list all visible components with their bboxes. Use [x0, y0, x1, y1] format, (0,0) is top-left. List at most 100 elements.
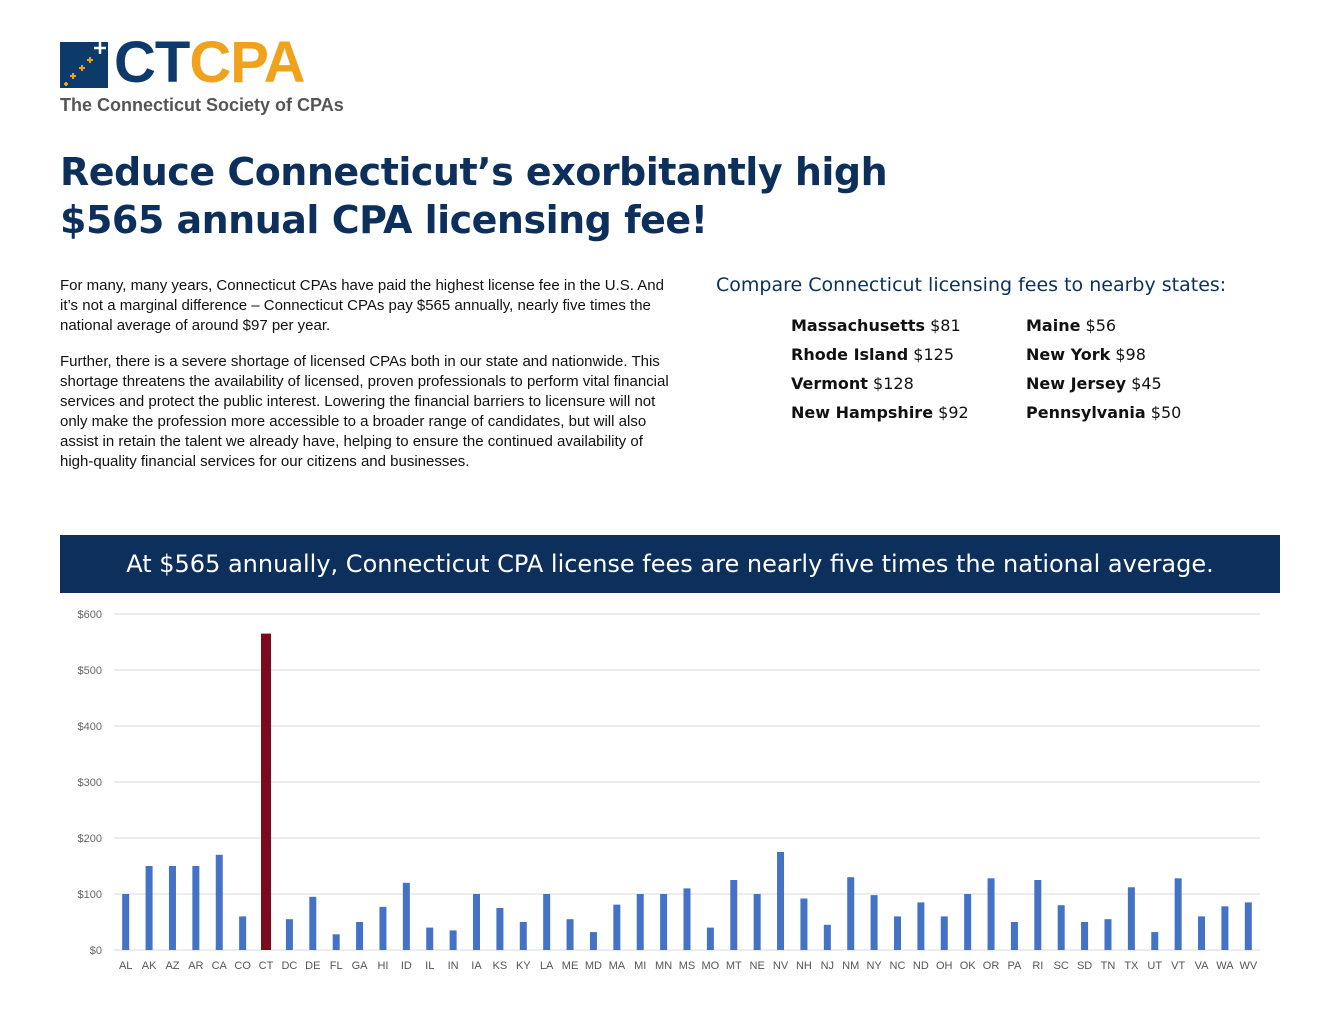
bar-hi [379, 906, 387, 950]
bar-sc [1057, 905, 1065, 950]
state-fee-list: Massachusetts $81 Maine $56 Rhode Island… [791, 316, 1211, 432]
x-tick-label: AZ [165, 960, 179, 972]
page-headline: Reduce Connecticut’s exorbitantly high $… [60, 148, 960, 244]
x-tick-label: WV [1239, 960, 1257, 972]
state-name: New York [1026, 345, 1111, 364]
state-name: New Hampshire [791, 403, 934, 422]
x-tick-label: ME [562, 960, 579, 972]
bar-ut [1151, 932, 1159, 950]
bar-ne [753, 894, 761, 950]
state-fee: $50 [1150, 403, 1182, 422]
bar-nd [917, 902, 925, 950]
comparison-title: Compare Connecticut licensing fees to ne… [716, 274, 1227, 296]
logo-cpa-text: CPA [189, 30, 305, 95]
state-name: Rhode Island [791, 345, 909, 364]
bar-il [426, 927, 434, 950]
bar-mn [660, 894, 668, 950]
x-tick-label: ID [401, 960, 412, 972]
x-tick-label: NV [773, 960, 789, 972]
ctcpa-wordmark: CTCPA [114, 30, 305, 95]
license-fee-chart: $0 $100 $200 $300 $400 $500 $600 AL AK AZ AR CA CO CT… [60, 600, 1280, 980]
bar-co [239, 916, 247, 950]
bar-ia [473, 894, 481, 950]
state-fee-item: Vermont $128 [791, 374, 1026, 403]
x-tick-label: OR [983, 960, 1000, 972]
x-tick-label: NH [796, 960, 812, 972]
bar-ri [1034, 880, 1042, 950]
state-fee: $56 [1085, 316, 1117, 335]
headline-line-2: $565 annual CPA licensing fee! [60, 198, 708, 242]
x-tick-label: NM [842, 960, 859, 972]
x-tick-label: PA [1007, 960, 1022, 972]
bar-oh [940, 916, 948, 950]
bar-az [168, 866, 176, 950]
state-fee: $81 [930, 316, 961, 335]
x-tick-label: AK [142, 960, 157, 972]
x-tick-label: OK [960, 960, 977, 972]
x-tick-label: DE [305, 960, 320, 972]
x-tick-label: AR [188, 960, 203, 972]
x-tick-label: NC [890, 960, 906, 972]
y-tick-label: $600 [78, 609, 102, 621]
bar-ga [356, 922, 364, 950]
bar-wa [1221, 906, 1229, 950]
bar-mi [636, 894, 644, 950]
logo-subtitle: The Connecticut Society of CPAs [60, 95, 344, 115]
bar-va [1198, 916, 1206, 950]
y-tick-label: $400 [78, 721, 102, 733]
bar-or [987, 878, 995, 950]
x-tick-label: IN [448, 960, 459, 972]
bar-nv [777, 852, 785, 950]
state-fee: $128 [873, 374, 914, 393]
state-name: Pennsylvania [1026, 403, 1146, 422]
bar-ak [145, 866, 153, 950]
state-name: Massachusetts [791, 316, 926, 335]
x-tick-label: RI [1032, 960, 1043, 972]
bar-nh [800, 898, 808, 950]
bar-ny [870, 895, 878, 950]
x-tick-label: FL [330, 960, 343, 972]
x-tick-label: MO [702, 960, 720, 972]
state-fee-item: Massachusetts $81 [791, 316, 1026, 345]
logo-ct-text: CT [114, 30, 190, 95]
x-tick-label: HI [377, 960, 388, 972]
state-fee-item: New York $98 [1026, 345, 1211, 374]
x-tick-label: NY [866, 960, 882, 972]
state-fee-item: New Hampshire $92 [791, 403, 1026, 432]
x-tick-label: NE [750, 960, 765, 972]
bar-la [543, 894, 551, 950]
bar-md [589, 932, 597, 950]
intro-paragraph-2: Further, there is a severe shortage of l… [60, 353, 669, 470]
y-tick-label: $200 [78, 833, 102, 845]
bar-me [566, 919, 574, 950]
bar-pa [1010, 922, 1018, 950]
x-tick-label: OH [936, 960, 953, 972]
x-tick-label: ND [913, 960, 929, 972]
x-tick-label: GA [352, 960, 369, 972]
state-name: Maine [1026, 316, 1081, 335]
x-tick-label: TN [1101, 960, 1116, 972]
bar-nj [823, 924, 831, 950]
bar-nc [893, 916, 901, 950]
y-tick-label: $500 [78, 665, 102, 677]
bar-ms [683, 888, 691, 950]
bar-nm [847, 877, 855, 950]
state-name: New Jersey [1026, 374, 1127, 393]
bar-tn [1104, 919, 1112, 950]
bar-ks [496, 908, 504, 950]
x-tick-label: IA [471, 960, 482, 972]
bar-tx [1127, 887, 1135, 950]
headline-line-1: Reduce Connecticut’s exorbitantly high [60, 150, 888, 194]
x-tick-label: SD [1077, 960, 1092, 972]
x-tick-label: WA [1216, 960, 1234, 972]
y-tick-label: $0 [90, 945, 102, 957]
x-tick-label: SC [1054, 960, 1069, 972]
bar-wv [1244, 902, 1252, 950]
bar-chart-svg: $0 $100 $200 $300 $400 $500 $600 AL AK AZ AR CA CO CT… [78, 609, 1260, 972]
bar-dc [285, 919, 293, 950]
bar-ct [261, 633, 272, 950]
state-fee-item: Pennsylvania $50 [1026, 403, 1211, 432]
x-tick-label: UT [1147, 960, 1162, 972]
x-tick-label: CA [212, 960, 228, 972]
chart-banner: At $565 annually, Connecticut CPA licens… [60, 535, 1280, 593]
